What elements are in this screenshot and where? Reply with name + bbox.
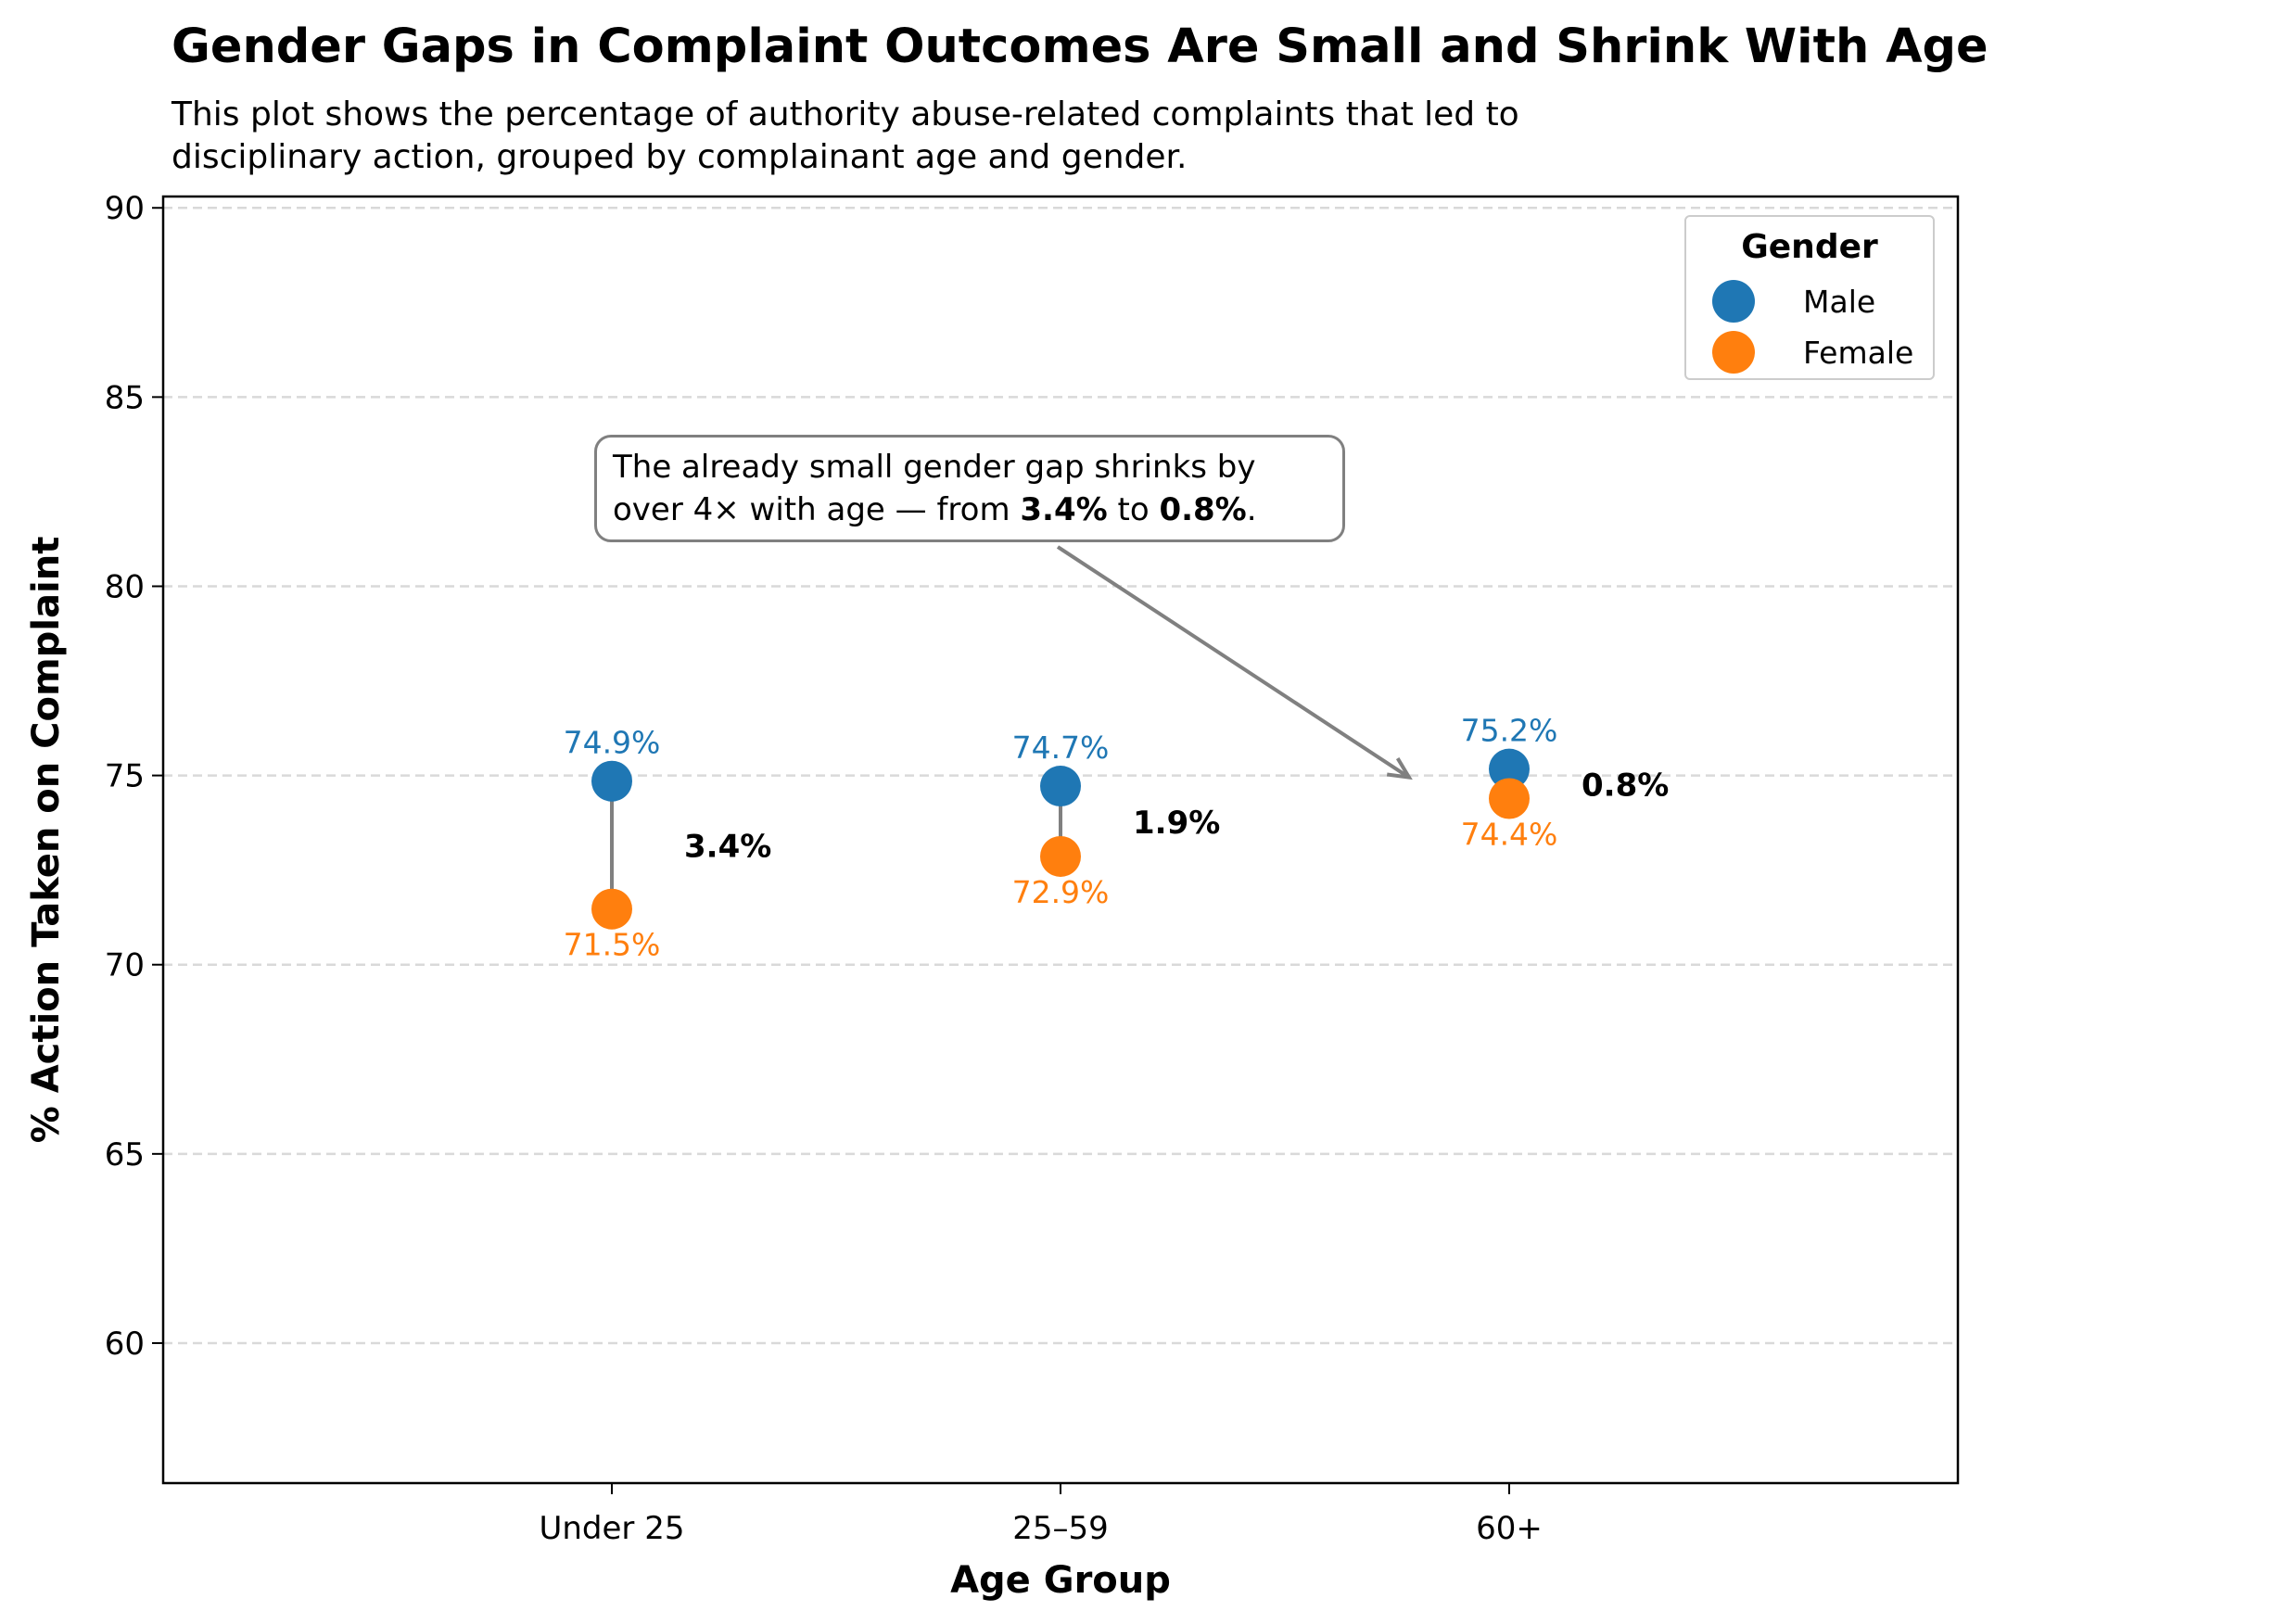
legend-title: Gender: [1741, 228, 1878, 266]
y-tick-label: 70: [105, 947, 145, 984]
legend-item-female: Female: [1712, 331, 1913, 374]
chart-subtitle: This plot shows the percentage of author…: [172, 95, 1519, 176]
y-axis-ticks: 60 65 70 75 80 85 90: [105, 190, 163, 1363]
x-tick-label: Under 25: [540, 1510, 685, 1547]
legend-label-male: Male: [1803, 283, 1876, 320]
annotation-line-2: over 4× with age — from 3.4% to 0.8%.: [613, 491, 1257, 528]
y-tick-label: 80: [105, 568, 145, 605]
legend-label-female: Female: [1803, 334, 1914, 371]
male-value-label: 75.2%: [1461, 713, 1558, 749]
male-point: [1040, 766, 1081, 807]
y-tick-label: 60: [105, 1326, 145, 1363]
y-tick-label: 75: [105, 758, 145, 795]
data-labels: 3.4% 1.9% 0.8% 74.9% 74.7% 75.2% 71.5% 72.9% 74.…: [564, 713, 1670, 963]
male-value-label: 74.7%: [1012, 730, 1110, 766]
female-point: [591, 888, 632, 930]
female-point: [1489, 778, 1530, 819]
gap-label: 3.4%: [684, 829, 771, 866]
annotation-arrow-head: [1386, 757, 1413, 780]
plot-frame: [161, 195, 1960, 1485]
y-tick-label: 65: [105, 1136, 145, 1174]
male-point: [1489, 748, 1530, 790]
male-value-label: 74.9%: [564, 725, 661, 761]
annotation-arrow-shaft: [1056, 545, 1411, 780]
legend: Gender Male Female: [1684, 215, 1935, 380]
female-value-label: 71.5%: [564, 927, 661, 963]
annotation-box: The already small gender gap shrinks by …: [594, 435, 1345, 542]
x-axis-label: Age Group: [950, 1559, 1171, 1602]
legend-marker-female: [1712, 331, 1755, 374]
male-point: [591, 760, 632, 802]
x-tick-label: 25–59: [1012, 1510, 1109, 1547]
gap-label: 1.9%: [1133, 805, 1220, 842]
data-points: [591, 748, 1530, 930]
female-value-label: 72.9%: [1012, 874, 1110, 910]
gap-label: 0.8%: [1582, 768, 1669, 805]
annotation-arrow: [1056, 545, 1413, 780]
y-axis-label: % Action Taken on Complaint: [25, 537, 68, 1144]
female-value-label: 74.4%: [1461, 817, 1558, 853]
y-tick-label: 90: [105, 190, 145, 227]
annotation-line-1: The already small gender gap shrinks by: [613, 449, 1256, 486]
chart-title: Gender Gaps in Complaint Outcomes Are Sm…: [172, 19, 1988, 74]
x-tick-label: 60+: [1476, 1510, 1543, 1547]
legend-item-male: Male: [1712, 280, 1875, 323]
female-point: [1040, 835, 1081, 877]
y-tick-label: 85: [105, 379, 145, 416]
legend-marker-male: [1712, 280, 1755, 323]
x-axis-ticks: Under 25 25–59 60+: [540, 1483, 1543, 1547]
